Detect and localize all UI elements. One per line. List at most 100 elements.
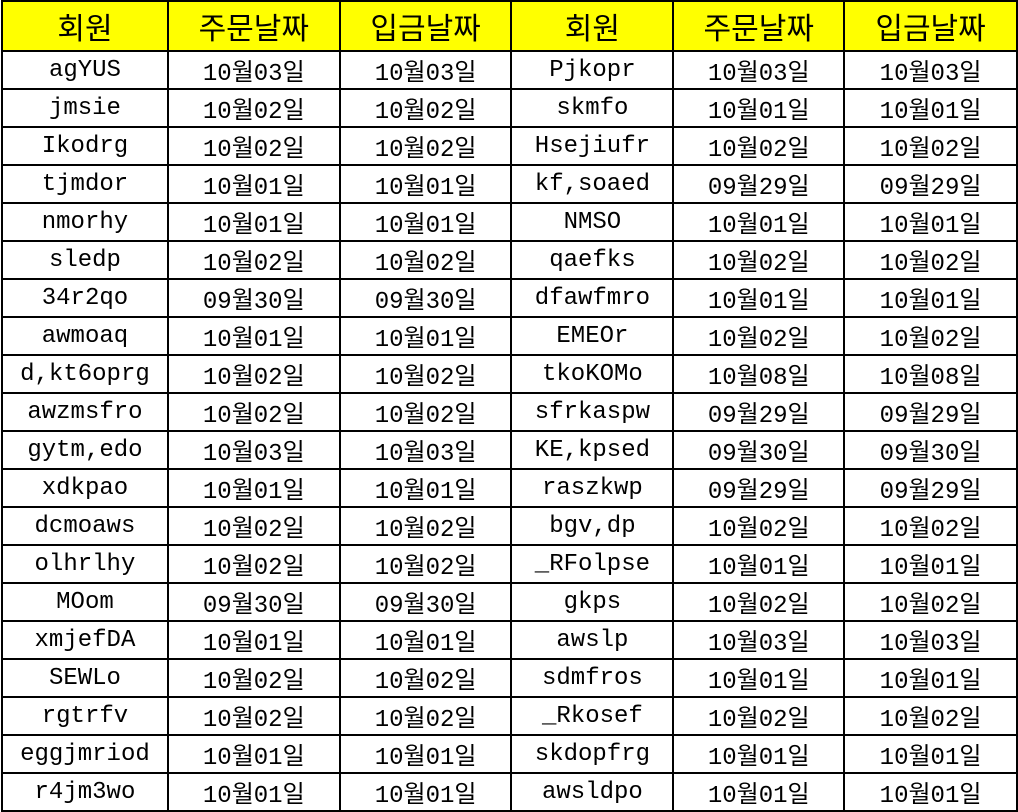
header-cell-order-date[interactable]: 주문날짜 <box>166 0 341 52</box>
cell-order-date[interactable]: 10월02일 <box>166 240 341 280</box>
cell-member[interactable]: sdmfros <box>510 658 675 698</box>
cell-member[interactable]: awzmsfro <box>1 392 169 432</box>
cell-payment-date[interactable]: 10월02일 <box>338 506 513 546</box>
cell-order-date[interactable]: 10월02일 <box>672 582 846 622</box>
cell-payment-date[interactable]: 10월01일 <box>843 734 1018 774</box>
cell-payment-date[interactable]: 10월02일 <box>338 544 513 584</box>
cell-member[interactable]: _RFolpse <box>510 544 675 584</box>
cell-payment-date[interactable]: 10월01일 <box>338 468 513 508</box>
cell-member[interactable]: xdkpao <box>1 468 169 508</box>
cell-order-date[interactable]: 10월03일 <box>672 50 846 90</box>
cell-member[interactable]: _Rkosef <box>510 696 675 736</box>
cell-payment-date[interactable]: 10월02일 <box>338 240 513 280</box>
cell-payment-date[interactable]: 10월02일 <box>843 240 1018 280</box>
cell-payment-date[interactable]: 09월30일 <box>338 278 513 318</box>
cell-member[interactable]: EMEOr <box>510 316 675 356</box>
header-cell-payment-date[interactable]: 입금날짜 <box>338 0 513 52</box>
cell-order-date[interactable]: 09월30일 <box>672 430 846 470</box>
cell-order-date[interactable]: 10월02일 <box>672 126 846 166</box>
cell-member[interactable]: Ikodrg <box>1 126 169 166</box>
cell-payment-date[interactable]: 10월03일 <box>338 50 513 90</box>
cell-member[interactable]: dcmoaws <box>1 506 169 546</box>
cell-payment-date[interactable]: 10월02일 <box>338 126 513 166</box>
cell-payment-date[interactable]: 09월30일 <box>843 430 1018 470</box>
cell-order-date[interactable]: 10월03일 <box>166 50 341 90</box>
cell-member[interactable]: gytm,edo <box>1 430 169 470</box>
cell-payment-date[interactable]: 10월02일 <box>338 696 513 736</box>
cell-payment-date[interactable]: 10월01일 <box>338 316 513 356</box>
header-cell-member[interactable]: 회원 <box>1 0 169 52</box>
cell-member[interactable]: awmoaq <box>1 316 169 356</box>
cell-member[interactable]: dfawfmro <box>510 278 675 318</box>
cell-order-date[interactable]: 10월01일 <box>166 202 341 242</box>
cell-payment-date[interactable]: 10월01일 <box>338 772 513 812</box>
cell-member[interactable]: d,kt6oprg <box>1 354 169 394</box>
cell-order-date[interactable]: 10월03일 <box>672 620 846 660</box>
cell-member[interactable]: sfrkaspw <box>510 392 675 432</box>
cell-order-date[interactable]: 10월01일 <box>672 278 846 318</box>
cell-member[interactable]: r4jm3wo <box>1 772 169 812</box>
cell-payment-date[interactable]: 10월02일 <box>843 696 1018 736</box>
cell-payment-date[interactable]: 09월30일 <box>338 582 513 622</box>
cell-order-date[interactable]: 10월02일 <box>166 658 341 698</box>
cell-member[interactable]: tkoKOMo <box>510 354 675 394</box>
cell-order-date[interactable]: 10월01일 <box>672 544 846 584</box>
header-cell-member[interactable]: 회원 <box>510 0 675 52</box>
cell-member[interactable]: awslp <box>510 620 675 660</box>
cell-payment-date[interactable]: 10월03일 <box>843 50 1018 90</box>
cell-order-date[interactable]: 10월01일 <box>166 316 341 356</box>
cell-order-date[interactable]: 10월01일 <box>672 658 846 698</box>
cell-member[interactable]: bgv,dp <box>510 506 675 546</box>
cell-member[interactable]: sledp <box>1 240 169 280</box>
cell-member[interactable]: Hsejiufr <box>510 126 675 166</box>
cell-order-date[interactable]: 10월01일 <box>672 772 846 812</box>
cell-payment-date[interactable]: 10월01일 <box>338 620 513 660</box>
cell-order-date[interactable]: 10월02일 <box>166 544 341 584</box>
cell-member[interactable]: qaefks <box>510 240 675 280</box>
cell-order-date[interactable]: 10월01일 <box>166 164 341 204</box>
cell-order-date[interactable]: 10월02일 <box>166 392 341 432</box>
cell-order-date[interactable]: 10월01일 <box>166 734 341 774</box>
cell-payment-date[interactable]: 09월29일 <box>843 392 1018 432</box>
cell-order-date[interactable]: 10월01일 <box>672 202 846 242</box>
cell-member[interactable]: NMSO <box>510 202 675 242</box>
cell-order-date[interactable]: 10월01일 <box>166 772 341 812</box>
cell-payment-date[interactable]: 10월08일 <box>843 354 1018 394</box>
cell-order-date[interactable]: 10월01일 <box>672 88 846 128</box>
cell-payment-date[interactable]: 10월01일 <box>843 544 1018 584</box>
cell-member[interactable]: raszkwp <box>510 468 675 508</box>
cell-order-date[interactable]: 10월02일 <box>672 506 846 546</box>
cell-payment-date[interactable]: 10월01일 <box>843 772 1018 812</box>
cell-payment-date[interactable]: 10월01일 <box>338 164 513 204</box>
cell-member[interactable]: jmsie <box>1 88 169 128</box>
cell-payment-date[interactable]: 09월29일 <box>843 164 1018 204</box>
cell-payment-date[interactable]: 10월01일 <box>843 202 1018 242</box>
cell-member[interactable]: kf,soaed <box>510 164 675 204</box>
cell-member[interactable]: 34r2qo <box>1 278 169 318</box>
cell-member[interactable]: skdopfrg <box>510 734 675 774</box>
cell-order-date[interactable]: 10월01일 <box>166 620 341 660</box>
cell-order-date[interactable]: 10월02일 <box>672 696 846 736</box>
cell-order-date[interactable]: 10월02일 <box>166 506 341 546</box>
cell-order-date[interactable]: 09월30일 <box>166 278 341 318</box>
cell-payment-date[interactable]: 10월01일 <box>843 658 1018 698</box>
cell-order-date[interactable]: 10월01일 <box>166 468 341 508</box>
cell-order-date[interactable]: 10월01일 <box>672 734 846 774</box>
cell-order-date[interactable]: 10월03일 <box>166 430 341 470</box>
cell-member[interactable]: awsldpo <box>510 772 675 812</box>
cell-order-date[interactable]: 10월02일 <box>166 126 341 166</box>
cell-order-date[interactable]: 10월08일 <box>672 354 846 394</box>
cell-order-date[interactable]: 10월02일 <box>672 240 846 280</box>
cell-payment-date[interactable]: 10월02일 <box>338 88 513 128</box>
cell-payment-date[interactable]: 10월02일 <box>843 582 1018 622</box>
cell-payment-date[interactable]: 10월02일 <box>338 392 513 432</box>
cell-member[interactable]: olhrlhy <box>1 544 169 584</box>
cell-member[interactable]: rgtrfv <box>1 696 169 736</box>
header-cell-payment-date[interactable]: 입금날짜 <box>843 0 1018 52</box>
cell-order-date[interactable]: 09월29일 <box>672 468 846 508</box>
cell-payment-date[interactable]: 10월01일 <box>338 734 513 774</box>
cell-payment-date[interactable]: 09월29일 <box>843 468 1018 508</box>
cell-payment-date[interactable]: 10월01일 <box>843 88 1018 128</box>
cell-payment-date[interactable]: 10월03일 <box>843 620 1018 660</box>
cell-payment-date[interactable]: 10월01일 <box>843 278 1018 318</box>
